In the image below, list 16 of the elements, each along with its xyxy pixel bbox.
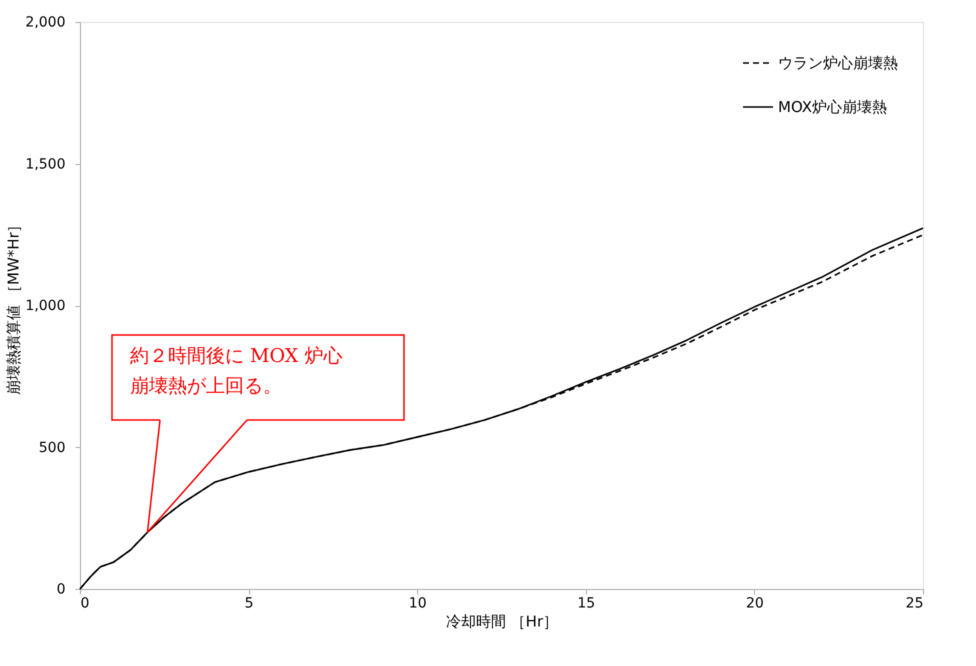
x-tick-label: 15 [577,596,596,612]
legend-label: MOX炉心崩壊熱 [778,98,888,116]
y-tick-label: 1,500 [25,156,66,172]
x-tick-label: 10 [408,596,427,612]
y-tick-label: 500 [38,440,66,456]
x-tick-label: 25 [906,596,924,612]
x-axis-title: 冷却時間 ［Hr］ [446,612,558,630]
y-tick-label: 1,000 [25,298,66,314]
x-tick-label: 5 [244,596,254,612]
annotation: 約２時間後に MOX 炉心崩壊熱が上回る。 [130,345,342,397]
y-axis-title: 崩壊熱積算値 ［MW*Hr］ [4,217,22,395]
x-tick-label: 0 [80,596,90,612]
legend-label: ウラン炉心崩壊熱 [778,54,898,72]
y-tick-label: 0 [56,582,66,598]
x-tick-label: 20 [746,596,764,612]
y-tick-label: 2,000 [25,14,66,30]
